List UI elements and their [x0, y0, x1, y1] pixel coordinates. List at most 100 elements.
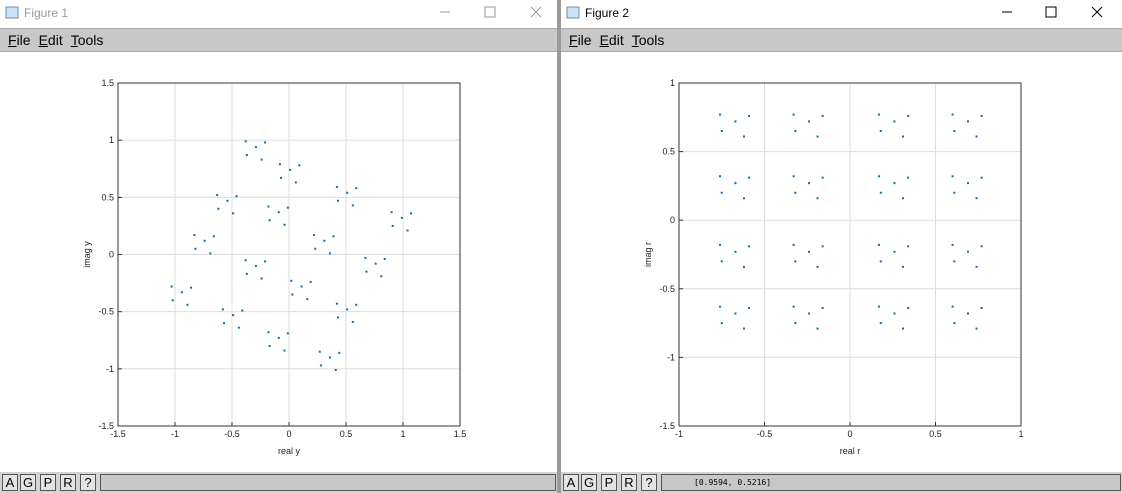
point [209, 252, 212, 255]
point [953, 260, 956, 263]
point [893, 182, 896, 185]
point [264, 260, 267, 263]
menu-item[interactable]: File [8, 32, 31, 48]
point [355, 187, 358, 190]
point [975, 265, 978, 268]
point [241, 309, 244, 312]
point [319, 364, 322, 367]
menu-item[interactable]: Edit [599, 32, 624, 48]
axes-box [117, 82, 461, 427]
point [816, 265, 819, 268]
point [318, 350, 321, 353]
button[interactable]: G [581, 474, 597, 491]
y-tick-label: 1 [109, 135, 114, 145]
point [792, 243, 795, 246]
x-tick-label: -0.5 [757, 429, 773, 439]
button[interactable]: R [621, 474, 637, 491]
point [980, 307, 983, 310]
point [226, 199, 229, 202]
point [953, 191, 956, 194]
point [893, 120, 896, 123]
point [951, 305, 954, 308]
point [203, 239, 206, 242]
point [720, 260, 723, 263]
point [975, 197, 978, 200]
point [338, 351, 341, 354]
point [878, 175, 881, 178]
point [816, 327, 819, 330]
maximize[interactable] [1045, 6, 1057, 18]
point [400, 216, 403, 219]
x-tick-label: -1.5 [110, 429, 126, 439]
maximize[interactable] [484, 6, 496, 18]
figure-window: Figure 1 File Edit Tools -1.5 -1 -0.5 0 0.5 1 1.… [0, 0, 557, 493]
y-tick-label: -0.5 [98, 307, 114, 317]
x-axis-label: real r [840, 446, 861, 456]
point [719, 175, 722, 178]
button[interactable]: R [60, 474, 76, 491]
point [254, 146, 257, 149]
point [975, 135, 978, 138]
button[interactable]: ? [641, 474, 657, 491]
window-controls [5, 6, 542, 19]
point [902, 197, 905, 200]
point [719, 113, 722, 116]
menu-item[interactable]: Edit [38, 32, 63, 48]
point [742, 327, 745, 330]
menu-item[interactable]: Tools [631, 32, 665, 48]
button[interactable]: ? [80, 474, 96, 491]
y-axis-label: imag r [643, 242, 653, 267]
point [245, 272, 248, 275]
point [244, 140, 247, 143]
point [351, 320, 354, 323]
point [966, 182, 969, 185]
point [821, 114, 824, 117]
point [893, 312, 896, 315]
point [290, 279, 293, 282]
x-axis-label: real y [278, 446, 301, 456]
point [953, 322, 956, 325]
point [260, 158, 263, 161]
point [951, 243, 954, 246]
point [879, 130, 882, 133]
point [816, 135, 819, 138]
point [792, 305, 795, 308]
close[interactable] [1091, 6, 1103, 18]
x-tick-label: 0 [286, 429, 291, 439]
figure-window: Figure 2 File Edit Tools -1 -0.5 0 0.5 1 -1.5 -1… [561, 0, 1122, 493]
point [216, 194, 219, 197]
point [390, 211, 393, 214]
point [267, 205, 270, 208]
button[interactable]: P [601, 474, 617, 491]
point [807, 250, 810, 253]
menu-item[interactable]: File [569, 32, 592, 48]
point [212, 235, 215, 238]
status-field [100, 474, 556, 491]
button[interactable]: A [2, 474, 18, 491]
y-tick-label: 0 [670, 215, 675, 225]
title-bar: Figure 2 [561, 0, 1122, 28]
point [337, 199, 340, 202]
point [792, 175, 795, 178]
point [406, 229, 409, 232]
point [374, 262, 377, 265]
point [794, 191, 797, 194]
x-tick-label: -1 [675, 429, 683, 439]
x-tick-label: 1 [400, 429, 405, 439]
button[interactable]: G [20, 474, 36, 491]
point [171, 299, 174, 302]
button[interactable]: P [40, 474, 56, 491]
x-tick-label: 0.5 [340, 429, 353, 439]
point [365, 270, 368, 273]
status-bar: A G P R ? [0, 472, 557, 493]
status-bar: A G P R ? [0.9594, 0.5216] [561, 472, 1122, 493]
point [335, 186, 338, 189]
y-tick-label: 1 [670, 78, 675, 88]
button[interactable]: A [563, 474, 579, 491]
menu-item[interactable]: Tools [70, 32, 104, 48]
close[interactable] [530, 6, 542, 18]
point [232, 314, 235, 317]
point [244, 259, 247, 262]
